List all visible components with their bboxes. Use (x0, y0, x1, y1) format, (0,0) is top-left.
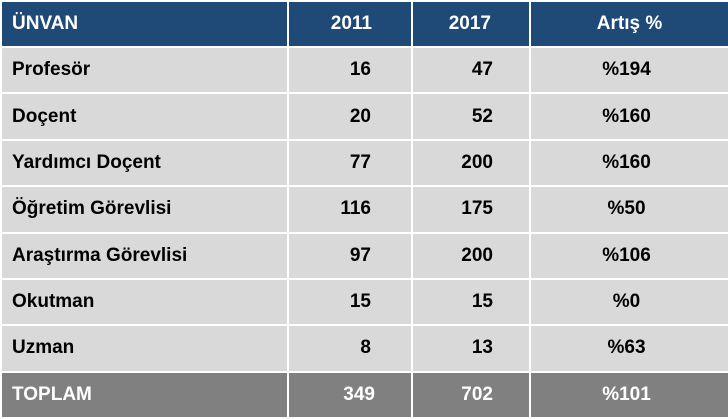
cell-2011: 15 (287, 277, 413, 327)
column-header-title: ÜNVAN (0, 0, 289, 48)
total-2011: 349 (287, 370, 413, 419)
cell-2011: 20 (287, 92, 413, 141)
cell-title: Doçent (0, 92, 289, 141)
cell-increase: %50 (529, 185, 728, 234)
cell-2017: 200 (411, 231, 531, 280)
cell-2017: 200 (411, 138, 531, 188)
cell-increase: %194 (529, 45, 728, 95)
cell-2017: 175 (411, 185, 531, 234)
cell-increase: %63 (529, 324, 728, 373)
total-label: TOPLAM (0, 370, 289, 419)
table-row: Profesör 16 47 %194 (0, 45, 728, 95)
cell-title: Öğretim Görevlisi (0, 185, 289, 234)
column-header-2011: 2011 (287, 0, 413, 48)
cell-2011: 16 (287, 45, 413, 95)
cell-2017: 52 (411, 92, 531, 141)
cell-2011: 116 (287, 185, 413, 234)
cell-2017: 47 (411, 45, 531, 95)
table-row: Uzman 8 13 %63 (0, 324, 728, 373)
cell-title: Araştırma Görevlisi (0, 231, 289, 280)
cell-2017: 15 (411, 277, 531, 327)
table-row: Yardımcı Doçent 77 200 %160 (0, 138, 728, 188)
cell-increase: %160 (529, 138, 728, 188)
cell-increase: %0 (529, 277, 728, 327)
total-increase: %101 (529, 370, 728, 419)
cell-2011: 77 (287, 138, 413, 188)
cell-title: Uzman (0, 324, 289, 373)
table-row: Öğretim Görevlisi 116 175 %50 (0, 185, 728, 234)
total-2017: 702 (411, 370, 531, 419)
column-header-increase: Artış % (529, 0, 728, 48)
cell-increase: %106 (529, 231, 728, 280)
cell-title: Yardımcı Doçent (0, 138, 289, 188)
cell-title: Profesör (0, 45, 289, 95)
cell-title: Okutman (0, 277, 289, 327)
table-row: Araştırma Görevlisi 97 200 %106 (0, 231, 728, 280)
table-row: Okutman 15 15 %0 (0, 277, 728, 327)
cell-increase: %160 (529, 92, 728, 141)
total-row: TOPLAM 349 702 %101 (0, 370, 728, 419)
cell-2011: 97 (287, 231, 413, 280)
cell-2017: 13 (411, 324, 531, 373)
column-header-2017: 2017 (411, 0, 531, 48)
cell-2011: 8 (287, 324, 413, 373)
table-row: Doçent 20 52 %160 (0, 92, 728, 141)
header-row: ÜNVAN 2011 2017 Artış % (0, 0, 728, 48)
